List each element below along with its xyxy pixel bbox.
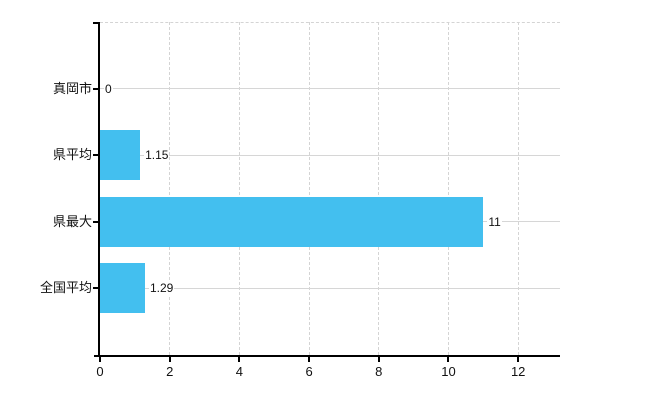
category-label: 県平均 [52,147,92,163]
vertical-gridline [308,22,310,355]
x-axis-tick [168,355,171,362]
value-label: 11 [487,214,502,229]
bar[interactable] [100,196,484,247]
x-axis-tick [99,355,101,362]
category-label: 全国平均 [39,280,92,296]
plot-top-border [100,22,560,23]
bar[interactable] [100,263,145,314]
x-tick-label: 10 [441,364,456,379]
vertical-gridline [517,22,519,355]
x-axis-tick [308,355,311,362]
x-tick-label: 8 [375,364,383,379]
x-tick-label: 6 [305,364,313,379]
x-tick-label: 2 [166,364,174,379]
x-axis-extension [94,355,100,357]
plot-area: 0 2 4 6 8 10 12 真岡市 0 県平均 1.15 県最大 11 全国平均 1.29 [40,22,560,379]
vertical-gridline [169,22,171,355]
y-axis-tick [93,154,100,157]
x-tick-label: 12 [510,364,526,379]
vertical-gridline [378,22,380,355]
y-axis-tick [93,287,100,290]
vertical-gridline [238,22,240,355]
value-label: 0 [104,81,113,96]
vertical-gridline [447,22,449,355]
value-label: 1.29 [148,281,175,296]
category-label: 県最大 [52,213,92,229]
value-label: 1.15 [144,148,170,163]
horizontal-gridline [100,287,560,289]
horizontal-gridline [100,88,560,90]
y-axis-tick [93,22,100,24]
x-axis-tick [517,355,520,362]
horizontal-gridline [100,154,560,156]
x-axis-tick [447,355,450,362]
x-axis-tick [377,355,380,362]
x-axis-tick [238,355,241,362]
y-axis-tick [93,87,100,90]
x-tick-label: 0 [96,364,104,379]
bar[interactable] [100,130,141,181]
x-tick-label: 4 [235,364,243,379]
y-axis-tick [93,220,100,223]
category-label: 真岡市 [52,80,92,96]
